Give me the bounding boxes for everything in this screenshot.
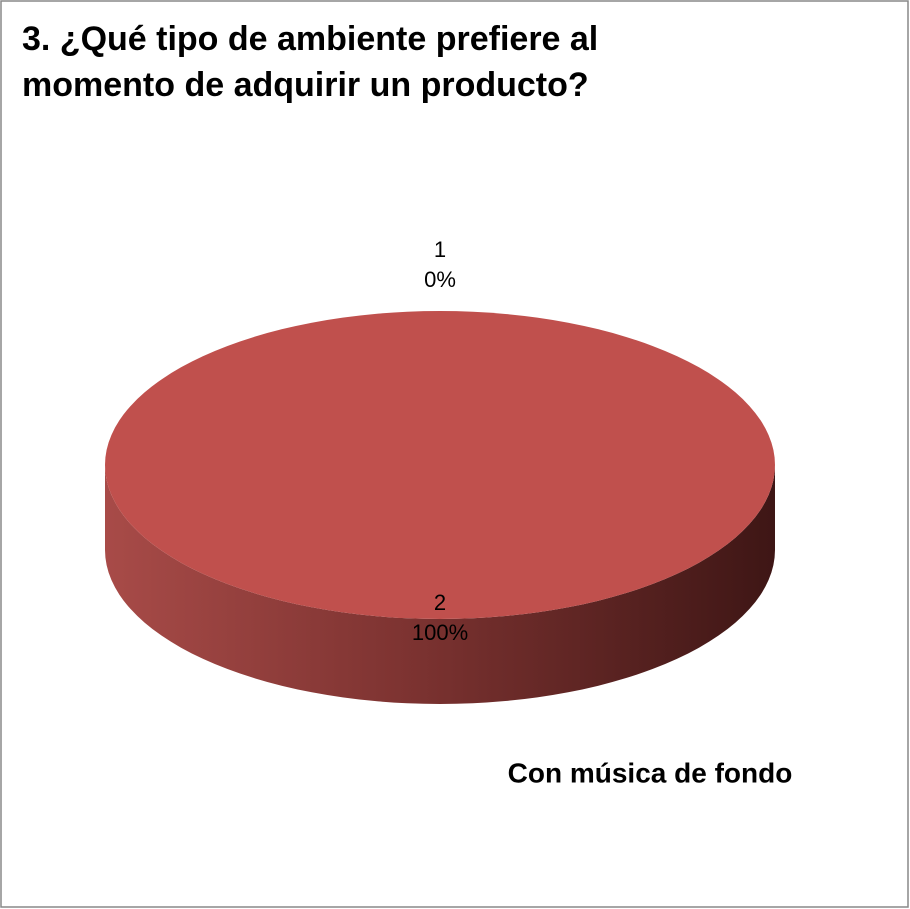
chart-title: 3. ¿Qué tipo de ambiente prefiere al mom…: [22, 20, 599, 104]
category-label: 2: [434, 590, 446, 615]
category-label: 1: [434, 237, 446, 262]
value-label: 100%: [412, 620, 468, 645]
annotation: Con música de fondo: [508, 757, 793, 788]
pie: [105, 311, 775, 704]
pie-slice: [105, 311, 775, 619]
value-label: 0%: [424, 267, 456, 292]
pie-side: [105, 465, 775, 704]
